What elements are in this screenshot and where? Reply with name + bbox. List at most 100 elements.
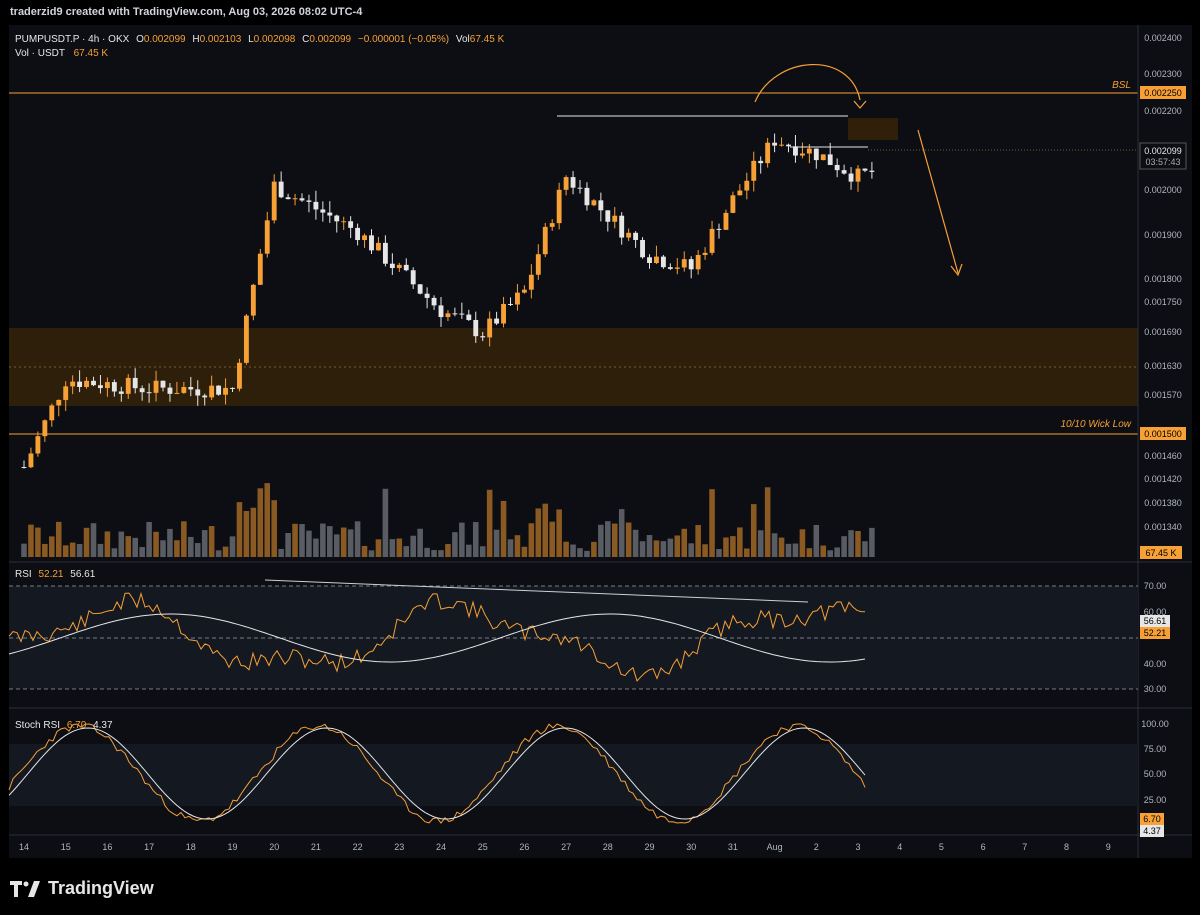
bsl-label: BSL (1112, 80, 1131, 91)
candle-body (382, 242, 388, 264)
volume-bar (639, 541, 646, 557)
rsi-tick-label: 70.00 (1144, 581, 1167, 591)
price-tick-label: 0.002300 (1144, 69, 1182, 79)
candle-body (431, 297, 437, 306)
candle-body (806, 148, 812, 154)
candle-body (848, 173, 854, 182)
volume-bar (445, 544, 451, 557)
volume-bar (549, 521, 555, 557)
candle-body (619, 215, 625, 238)
volume-bar (76, 544, 83, 557)
candle-body (466, 314, 472, 320)
candle-body (355, 227, 361, 241)
candle-body (223, 387, 228, 395)
volume-bar (625, 522, 632, 557)
candle-body (681, 259, 687, 268)
target-arrowhead (950, 263, 963, 277)
volume-bar (542, 503, 549, 557)
volume-bar (618, 509, 625, 557)
volume-bar (806, 548, 813, 557)
volume-bar (410, 535, 416, 557)
volume-bar (750, 504, 757, 557)
candle-body (167, 387, 173, 394)
candle-body (730, 195, 736, 213)
candle-body (306, 200, 312, 202)
volume-bar (146, 521, 152, 557)
last-price-badge (1139, 142, 1187, 170)
volume-bar (584, 550, 590, 557)
wick-low-label: 10/10 Wick Low (1061, 419, 1132, 430)
volume-bar (264, 483, 271, 557)
volume-bar (452, 532, 458, 557)
volume-bar (771, 533, 778, 557)
candle-body (91, 380, 96, 386)
candle-body (42, 420, 48, 437)
candle-body (667, 267, 673, 269)
volume-bar (570, 544, 576, 557)
volume-bar (42, 543, 48, 557)
volume-bar (132, 537, 138, 557)
time-tick-label: 4 (897, 842, 902, 852)
volume-bar (313, 538, 319, 557)
candle-body (216, 385, 222, 395)
candle-body (445, 313, 451, 318)
volume-bar (667, 538, 674, 557)
time-tick-label: 27 (561, 842, 571, 852)
volume-bar (611, 523, 618, 557)
bsl-badge-text: 0.002250 (1144, 88, 1182, 98)
supply-box (848, 118, 898, 140)
volume-bar (125, 536, 132, 557)
candle-body (494, 318, 500, 324)
volume-bar (292, 523, 298, 557)
candle-body (570, 177, 576, 188)
time-tick-label: 17 (144, 842, 154, 852)
candle-body (348, 221, 354, 228)
time-tick-label: 30 (686, 842, 696, 852)
candle-body (772, 142, 778, 146)
candle-body (84, 380, 89, 387)
tradingview-logo-text: TradingView (48, 878, 154, 898)
candle-body (855, 168, 861, 182)
stoch-tick-label: 75.00 (1144, 744, 1167, 754)
volume-bar (139, 547, 145, 557)
candle-body (146, 392, 152, 394)
chart-area[interactable] (9, 25, 1192, 858)
vol-badge-text: 67.45 K (1145, 548, 1176, 558)
candle-body (709, 228, 715, 253)
time-tick-label: 25 (478, 842, 488, 852)
volume-bar (368, 550, 375, 557)
candle-body (396, 264, 402, 269)
volume-bar (709, 489, 715, 557)
volume-bar (160, 540, 166, 557)
candle-body (591, 200, 597, 206)
stoch-tick-label: 100.00 (1141, 719, 1169, 729)
candle-body (674, 267, 680, 269)
time-tick-label: 31 (728, 842, 738, 852)
candle-body (202, 395, 208, 398)
volume-bar (695, 525, 701, 557)
candle-body (716, 228, 722, 230)
candle-body (111, 382, 117, 392)
volume-bar (188, 536, 194, 557)
tradingview-logo[interactable]: TradingView (10, 878, 154, 899)
price-tick-label: 0.002000 (1144, 185, 1182, 195)
price-tick-label: 0.002200 (1144, 106, 1182, 116)
volume-bar (243, 510, 250, 557)
candle-body (70, 381, 76, 387)
volume-bar (737, 527, 743, 557)
wick-low-badge-text: 0.001500 (1144, 429, 1182, 439)
candle-body (779, 144, 784, 146)
candle-body (334, 215, 340, 222)
candle-body (556, 189, 562, 224)
volume-bar (167, 528, 173, 557)
candle-body (827, 154, 833, 165)
time-tick-label: 24 (436, 842, 446, 852)
volume-bar (118, 531, 125, 557)
rsi-tick-label: 40.00 (1144, 659, 1167, 669)
volume-bar (764, 487, 771, 557)
candle-body (320, 209, 326, 213)
volume-bar (479, 546, 486, 557)
price-tick-label: 0.001630 (1144, 361, 1182, 371)
candle-body (181, 387, 187, 393)
